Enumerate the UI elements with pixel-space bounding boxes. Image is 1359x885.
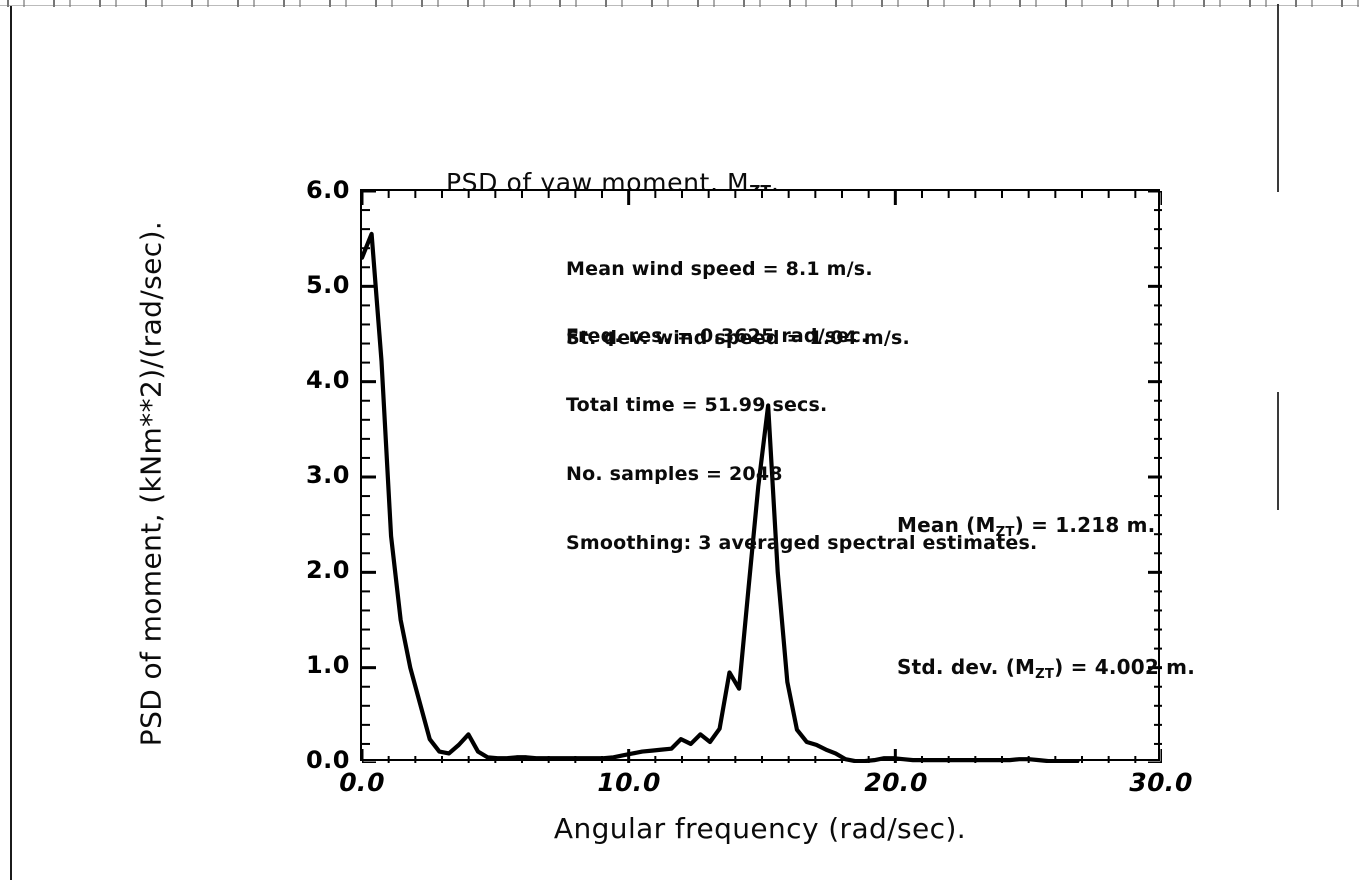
mean-moment-sub: ZT	[995, 525, 1015, 540]
mean-wind-speed-text: Mean wind speed = 8.1 m/s.	[566, 258, 873, 280]
x-tick-0: 0.0	[336, 768, 388, 797]
scan-edge-left	[10, 6, 12, 880]
y-tick-3: 3.0	[305, 461, 350, 489]
plot-area	[360, 189, 1162, 763]
y-tick-2: 2.0	[305, 556, 350, 584]
std-moment-sub: ZT	[1035, 667, 1055, 682]
scan-noise-band	[0, 0, 1359, 7]
y-axis-tick-labels: 6.0 5.0 4.0 3.0 2.0 1.0 0.0	[268, 0, 350, 885]
y-tick-6: 6.0	[305, 176, 350, 204]
scan-edge-right-lower	[1277, 392, 1279, 510]
smoothing-text: Smoothing: 3 averaged spectral estimates…	[566, 532, 1038, 554]
y-tick-5: 5.0	[305, 271, 350, 299]
scan-top-rule	[0, 5, 1359, 6]
annotation-wind-stats: Mean wind speed = 8.1 m/s. St. dev. wind…	[566, 212, 910, 396]
plot-canvas	[362, 191, 1162, 763]
chart-title-line1-post: .	[771, 168, 780, 197]
y-tick-0: 0.0	[305, 746, 350, 774]
psd-data-curve	[362, 231, 1080, 763]
scan-edge-right-upper	[1277, 4, 1279, 192]
annotation-moment-stats: Mean (MZT) = 1.218 m. Std. dev. (MZT) = …	[897, 410, 1195, 786]
total-time-text: Total time = 51.99 secs.	[566, 394, 828, 416]
std-moment-pre: Std. dev. (M	[897, 655, 1036, 679]
x-tick-10: 10.0	[594, 768, 664, 797]
y-tick-4: 4.0	[305, 366, 350, 394]
mean-moment-pre: Mean (M	[897, 513, 996, 537]
no-samples-text: No. samples = 2048	[566, 463, 783, 485]
std-wind-speed-text: St. dev. wind speed = 1.04 m/s.	[566, 327, 910, 349]
y-tick-1: 1.0	[305, 651, 350, 679]
mean-moment-text: Mean (MZT) = 1.218 m.	[897, 502, 1195, 552]
annotation-analysis-params: Freq. res. = 0.3625 rad/sec. Total time …	[566, 279, 1037, 601]
mean-moment-post: ) = 1.218 m.	[1014, 513, 1156, 537]
freq-res-text: Freq. res. = 0.3625 rad/sec.	[566, 325, 869, 347]
x-axis-title: Angular frequency (rad/sec).	[553, 812, 967, 845]
std-moment-text: Std. dev. (MZT) = 4.002 m.	[897, 644, 1195, 694]
std-moment-post: ) = 4.002 m.	[1054, 655, 1195, 679]
